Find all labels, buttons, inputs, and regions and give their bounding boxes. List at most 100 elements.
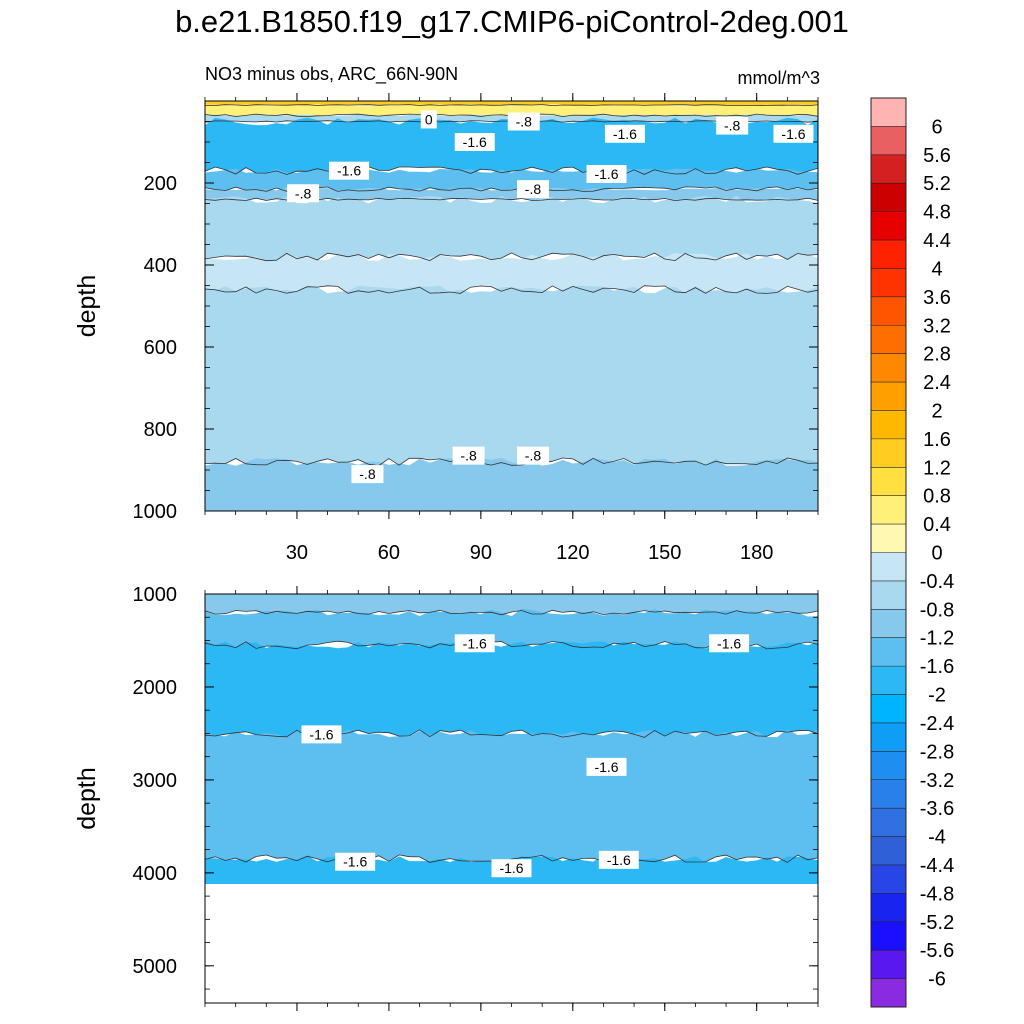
lower-contour-label-0: -1.6 — [454, 634, 495, 653]
lower-layer-0 — [205, 594, 818, 615]
upper-panel-contour-labels: 0 -.8 -1.6 -1.6 -.8 -1.6 -1.6 -1.6 -.8 -.8 -.8 -.8 -… — [287, 110, 814, 484]
colorbar-swatch-21 — [871, 694, 906, 724]
colorbar-label-20: -2 — [928, 685, 946, 707]
lower-layer-1 — [205, 608, 818, 649]
colorbar-label-11: 1.6 — [923, 429, 951, 451]
upper-ytick-label-0: 200 — [144, 173, 177, 195]
upper-layer-1 — [205, 103, 818, 117]
colorbar-swatch-5 — [871, 240, 906, 269]
colorbar-label-25: -4 — [928, 827, 946, 849]
contour-label-box — [287, 184, 320, 203]
colorbar-swatch-29 — [871, 921, 906, 951]
colorbar-label-9: 2.4 — [923, 372, 951, 394]
upper-contour-label-2: -1.6 — [454, 133, 495, 151]
colorbar-label-16: -0.4 — [920, 571, 954, 593]
colorbar-swatch-1 — [871, 126, 906, 156]
contour-label-box — [491, 859, 532, 878]
colorbar-label-26: -4.4 — [920, 855, 954, 877]
upper-contour-label-1: -.8 — [507, 112, 540, 131]
contour-label-text: -1.6 — [463, 635, 487, 651]
colorbar-label-22: -2.8 — [920, 741, 954, 763]
contour-label-text: 0 — [425, 111, 433, 127]
colorbar-frame — [870, 97, 907, 1008]
contour-label-text: -1.6 — [717, 635, 741, 651]
lower-contour-label-3: -1.6 — [586, 757, 627, 776]
colorbar-swatch-6 — [871, 268, 906, 298]
contour-label-box — [773, 124, 814, 143]
colorbar-label-28: -5.2 — [920, 912, 954, 934]
axes: 200 400 600 800 1000 30 60 90 120 150 180 depth 1000… — [73, 93, 819, 1011]
contour-label-text: -.8 — [359, 466, 376, 482]
lower-ytick-label-1: 2000 — [133, 677, 178, 699]
upper-contour-line-7 — [205, 285, 818, 294]
colorbar-label-5: 4 — [931, 258, 942, 280]
contour-label-box — [301, 725, 342, 744]
upper-contour-label-4: -.8 — [716, 116, 749, 135]
upper-y-axis-title: depth — [73, 275, 101, 338]
contour-label-text: -1.6 — [607, 852, 631, 868]
upper-contour-label-0: 0 — [420, 110, 437, 129]
upper-contour-label-8: -.8 — [287, 184, 320, 203]
lower-contour-label-4: -1.6 — [335, 852, 376, 871]
colorbar-label-17: -0.8 — [920, 599, 954, 621]
colorbar-label-24: -3.6 — [920, 798, 954, 820]
upper-ytick-label-1: 400 — [144, 255, 177, 277]
upper-panel-fills — [205, 101, 818, 511]
colorbar-swatch-17 — [871, 580, 906, 610]
upper-contour-label-11: -.8 — [452, 446, 485, 465]
colorbar-label-15: 0 — [931, 543, 942, 565]
colorbar-label-12: 1.2 — [923, 457, 951, 479]
upper-xtick-label-2: 90 — [470, 542, 492, 564]
upper-contour-label-9: -.8 — [516, 180, 549, 199]
colorbar-swatch-10 — [871, 382, 906, 411]
colorbar-label-10: 2 — [931, 400, 942, 422]
colorbar-label-4: 4.4 — [923, 230, 951, 252]
contour-label-box — [420, 110, 437, 129]
contour-label-box — [507, 112, 540, 131]
colorbar-label-6: 3.6 — [923, 287, 951, 309]
contour-label-box — [716, 116, 749, 135]
contour-label-text: -.8 — [525, 181, 542, 197]
colorbar-swatch-7 — [871, 296, 906, 326]
colorbar-swatch-15 — [871, 524, 906, 553]
colorbar-swatch-11 — [871, 410, 906, 440]
colorbar-swatch-28 — [871, 893, 906, 923]
lower-ytick-label-3: 4000 — [133, 863, 178, 885]
contour-label-box — [586, 164, 627, 183]
contour-label-box — [454, 634, 495, 653]
upper-layer-9 — [205, 457, 818, 511]
lower-contour-line-0 — [205, 609, 818, 616]
lower-ytick-label-2: 3000 — [133, 770, 178, 792]
upper-contour-line-3 — [205, 166, 818, 175]
upper-layer-8 — [205, 285, 818, 466]
colorbar-swatch-4 — [871, 211, 906, 241]
contour-label-text: -1.6 — [594, 166, 618, 182]
contour-label-box — [516, 446, 549, 465]
upper-ytick-label-3: 800 — [144, 419, 177, 441]
upper-layer-3 — [205, 117, 818, 175]
colorbar-label-3: 4.8 — [923, 202, 951, 224]
colorbar-swatch-23 — [871, 751, 906, 781]
contour-label-box — [586, 757, 627, 776]
contour-label-text: -1.6 — [463, 134, 487, 150]
contour-label-box — [709, 634, 750, 653]
contour-label-text: -1.6 — [309, 726, 333, 742]
contour-label-box — [454, 133, 495, 151]
upper-xtick-label-1: 60 — [378, 542, 400, 564]
upper-xtick-label-5: 180 — [740, 542, 773, 564]
lower-panel-contour-labels: -1.6 -1.6 -1.6 -1.6 -1.6 -1.6 -1.6 — [301, 634, 750, 878]
contour-label-text: -1.6 — [343, 854, 367, 870]
upper-xtick-label-4: 150 — [648, 542, 681, 564]
lower-panel-fills — [205, 594, 818, 884]
colorbar-swatch-18 — [871, 609, 906, 639]
contour-label-text: -1.6 — [594, 759, 618, 775]
contour-label-box — [335, 852, 376, 871]
colorbar-label-19: -1.6 — [920, 656, 954, 678]
colorbar-swatch-12 — [871, 438, 906, 468]
lower-contour-label-6: -1.6 — [598, 850, 639, 869]
upper-ytick-label-2: 600 — [144, 337, 177, 359]
contour-label-text: -1.6 — [499, 860, 523, 876]
colorbar-swatch-27 — [871, 864, 906, 894]
upper-contour-line-6 — [205, 252, 818, 262]
